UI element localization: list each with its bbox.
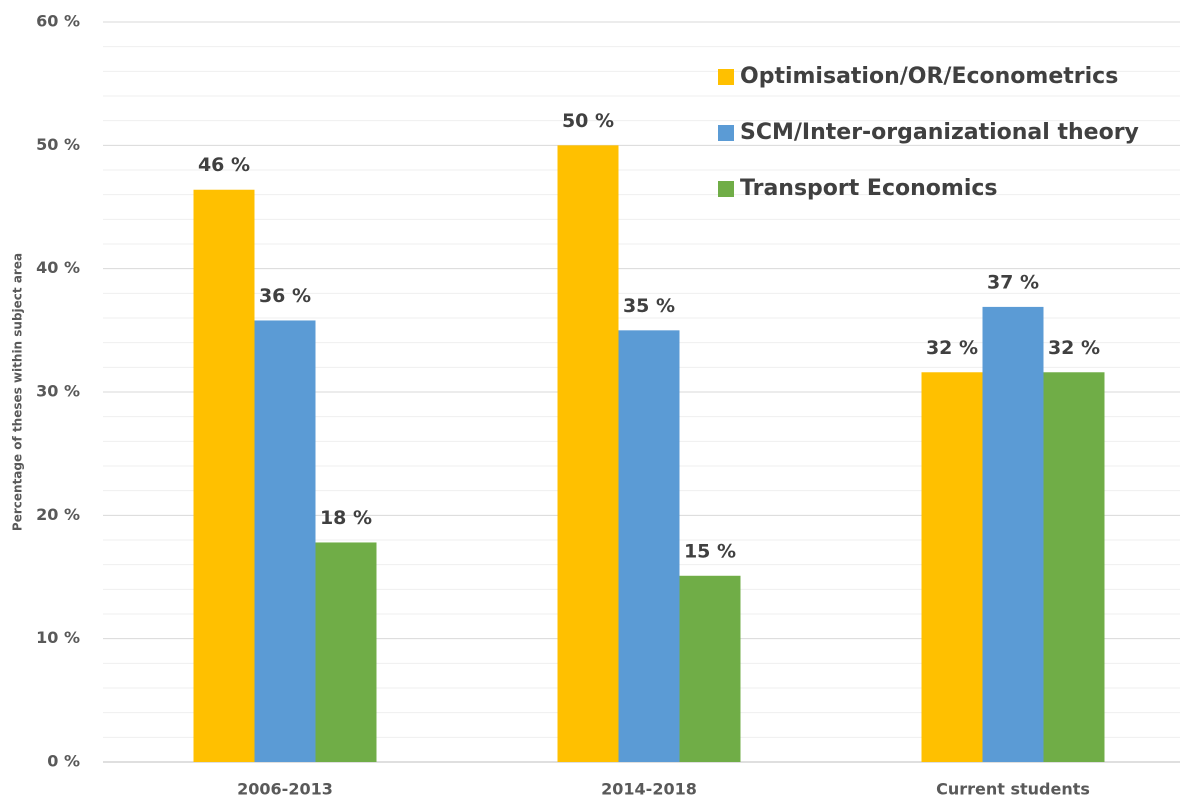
value-label: 35 % bbox=[623, 295, 675, 317]
legend-swatch bbox=[718, 125, 734, 141]
value-label: 36 % bbox=[259, 285, 311, 307]
x-tick-label: Current students bbox=[936, 780, 1090, 799]
value-label: 37 % bbox=[987, 271, 1039, 293]
bar bbox=[1043, 372, 1105, 762]
y-tick-label: 10 % bbox=[36, 628, 80, 647]
bar bbox=[982, 306, 1044, 762]
legend-label: SCM/Inter-organizational theory bbox=[740, 120, 1139, 145]
y-axis-title: Percentage of theses within subject area bbox=[11, 253, 25, 531]
value-label: 50 % bbox=[562, 110, 614, 132]
x-tick-label: 2006-2013 bbox=[237, 780, 333, 799]
value-label: 32 % bbox=[926, 337, 978, 359]
bar bbox=[557, 145, 619, 763]
legend-label: Transport Economics bbox=[740, 176, 998, 201]
y-tick-label: 50 % bbox=[36, 135, 80, 154]
y-tick-label: 60 % bbox=[36, 12, 80, 31]
y-tick-label: 30 % bbox=[36, 382, 80, 401]
bar bbox=[618, 330, 680, 762]
value-label: 32 % bbox=[1048, 337, 1100, 359]
bar bbox=[254, 320, 316, 762]
x-tick-label: 2014-2018 bbox=[601, 780, 697, 799]
y-tick-label: 0 % bbox=[47, 752, 80, 771]
value-label: 15 % bbox=[684, 540, 736, 562]
bar bbox=[315, 542, 377, 762]
bar bbox=[679, 575, 741, 762]
legend-swatch bbox=[718, 69, 734, 85]
y-tick-label: 20 % bbox=[36, 505, 80, 524]
bar bbox=[921, 372, 983, 762]
bar bbox=[193, 189, 255, 762]
legend-swatch bbox=[718, 181, 734, 197]
y-tick-label: 40 % bbox=[36, 258, 80, 277]
legend-label: Optimisation/OR/Econometrics bbox=[740, 64, 1118, 89]
value-label: 18 % bbox=[320, 507, 372, 529]
value-label: 46 % bbox=[198, 154, 250, 176]
